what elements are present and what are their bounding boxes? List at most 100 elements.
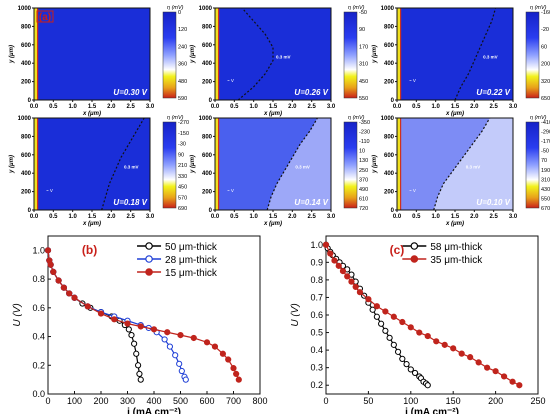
data-point (386, 334, 393, 341)
x-tick-label: 2.0 (288, 214, 297, 220)
colorbar-tick-label: 450 (178, 185, 187, 191)
data-point (390, 313, 397, 320)
legend-label: 58 μm-thick (430, 242, 483, 253)
x-tick-label: 2.0 (470, 214, 479, 220)
electrode-edge (37, 8, 39, 100)
data-point (71, 294, 78, 301)
y-tick-label: 400 (21, 171, 32, 177)
x-tick-label: 1.5 (269, 104, 278, 110)
annotation-label: ~ V (227, 78, 234, 83)
x-tick-label: 600 (199, 396, 214, 406)
y-tick-label: 1.0 (32, 245, 45, 255)
data-point (166, 343, 173, 350)
x-tick-label: 2.5 (126, 214, 135, 220)
colorbar-tick-label: 550 (359, 96, 368, 102)
data-point (322, 241, 330, 248)
colorbar-tick-label: 720 (359, 206, 368, 212)
electrode-edge (400, 8, 402, 100)
data-point (125, 326, 132, 333)
colorbar-tick-label: 0 (178, 10, 181, 16)
heatmap-grid: 0.0 0.5 1.0 1.5 2.0 2.5 3.002004006008001000x … (9, 5, 550, 227)
x-tick-label: 3.0 (327, 214, 336, 220)
polarization-charts: 0 100 200 300 400 500 600 700 8000.00.20.40.60.8… (12, 235, 546, 414)
data-point (84, 303, 91, 310)
x-axis-label: x (μm) (82, 221, 101, 227)
electrode-edge (218, 118, 220, 210)
y-tick-label: 1000 (381, 116, 395, 122)
colorbar-tick-label: -230 (359, 130, 370, 136)
data-point (182, 376, 189, 383)
x-tick-label: 1.5 (269, 214, 278, 220)
y-tick-label: 800 (21, 24, 32, 30)
x-tick-label: 0.0 (393, 104, 402, 110)
x-tick-label: 0.0 (211, 104, 220, 110)
x-tick-label: 0.5 (49, 104, 58, 110)
x-tick-label: 0 (45, 396, 50, 406)
data-point (124, 320, 131, 327)
data-point (135, 362, 142, 369)
y-tick-label: 1000 (18, 116, 32, 122)
x-tick-label: 0.0 (211, 214, 220, 220)
colorbar-tick-label: 120 (178, 27, 187, 33)
data-point (458, 350, 465, 357)
data-point (66, 290, 73, 297)
annotation-label: 0.3 mV (124, 165, 139, 170)
colorbar-tick-label: -160 (541, 10, 550, 16)
x-tick-label: 2.5 (489, 104, 498, 110)
x-tick-label: 2.0 (107, 104, 116, 110)
data-point (47, 261, 54, 268)
colorbar-tick-label: -290 (541, 130, 550, 136)
data-point (177, 332, 184, 339)
colorbar-tick-label: -50 (541, 149, 549, 155)
colorbar-tick-label: 90 (359, 27, 365, 33)
x-axis-label: x (μm) (263, 111, 282, 117)
colorbar-tick-label: 330 (178, 174, 187, 180)
data-point (500, 373, 508, 380)
data-point (137, 323, 144, 330)
data-point (327, 250, 334, 257)
panel-label: (b) (82, 243, 97, 257)
data-point (211, 343, 219, 350)
x-tick-label: 400 (146, 396, 161, 406)
panel-voltage-label: U=0.14 V (294, 198, 328, 207)
heatmap-panel: 0.0 0.5 1.0 1.5 2.0 2.5 3.0 0 200 400 600 800 1000 x … (190, 5, 368, 117)
data-point (399, 355, 406, 362)
y-tick-label: 0.6 (310, 310, 323, 320)
data-point (111, 316, 118, 323)
data-point (331, 257, 338, 264)
y-tick-label: 1000 (381, 6, 395, 12)
y-tick-label: 600 (202, 43, 213, 49)
panel-voltage-label: U=0.18 V (113, 198, 147, 207)
data-point (137, 376, 144, 383)
x-tick-label: 3.0 (509, 104, 518, 110)
x-tick-label: 250 (530, 396, 545, 406)
colorbar-tick-label: -410 (541, 120, 550, 126)
electrode-edge (218, 8, 220, 100)
legend-marker (410, 242, 419, 250)
data-point (348, 278, 355, 285)
data-point (382, 327, 389, 334)
colorbar-tick-label: -110 (359, 139, 370, 145)
colorbar-tick-label: 670 (541, 206, 550, 212)
colorbar-tick-label: 240 (178, 44, 187, 50)
colorbar (525, 121, 540, 209)
x-axis-label: i (mA cm⁻²) (405, 407, 459, 414)
y-tick-label: 0.0 (32, 389, 45, 399)
y-tick-label: 800 (202, 134, 213, 140)
data-point (161, 336, 168, 343)
colorbar-tick-label: 310 (359, 62, 368, 68)
x-tick-label: 0.0 (30, 214, 39, 220)
colorbar-tick-label: 210 (178, 163, 187, 169)
y-tick-label: 0.5 (310, 328, 323, 338)
y-tick-label: 200 (202, 80, 213, 86)
data-point (399, 318, 406, 326)
colorbar-tick-label: 10 (359, 149, 365, 155)
annotation-label: 0.3 mV (483, 55, 498, 60)
y-tick-label: 0 (209, 208, 213, 214)
y-tick-label: 0.3 (310, 363, 323, 373)
x-tick-label: 0.0 (30, 104, 39, 110)
line-chart: 0 50 100 150 200 250 0.2 0.3 0.4 0.5 0.6 0.7 0.8 0.9 1… (290, 235, 546, 414)
y-axis-label: y (μm) (372, 155, 378, 174)
x-axis-label: x (μm) (82, 111, 101, 117)
contour-line (433, 117, 491, 211)
